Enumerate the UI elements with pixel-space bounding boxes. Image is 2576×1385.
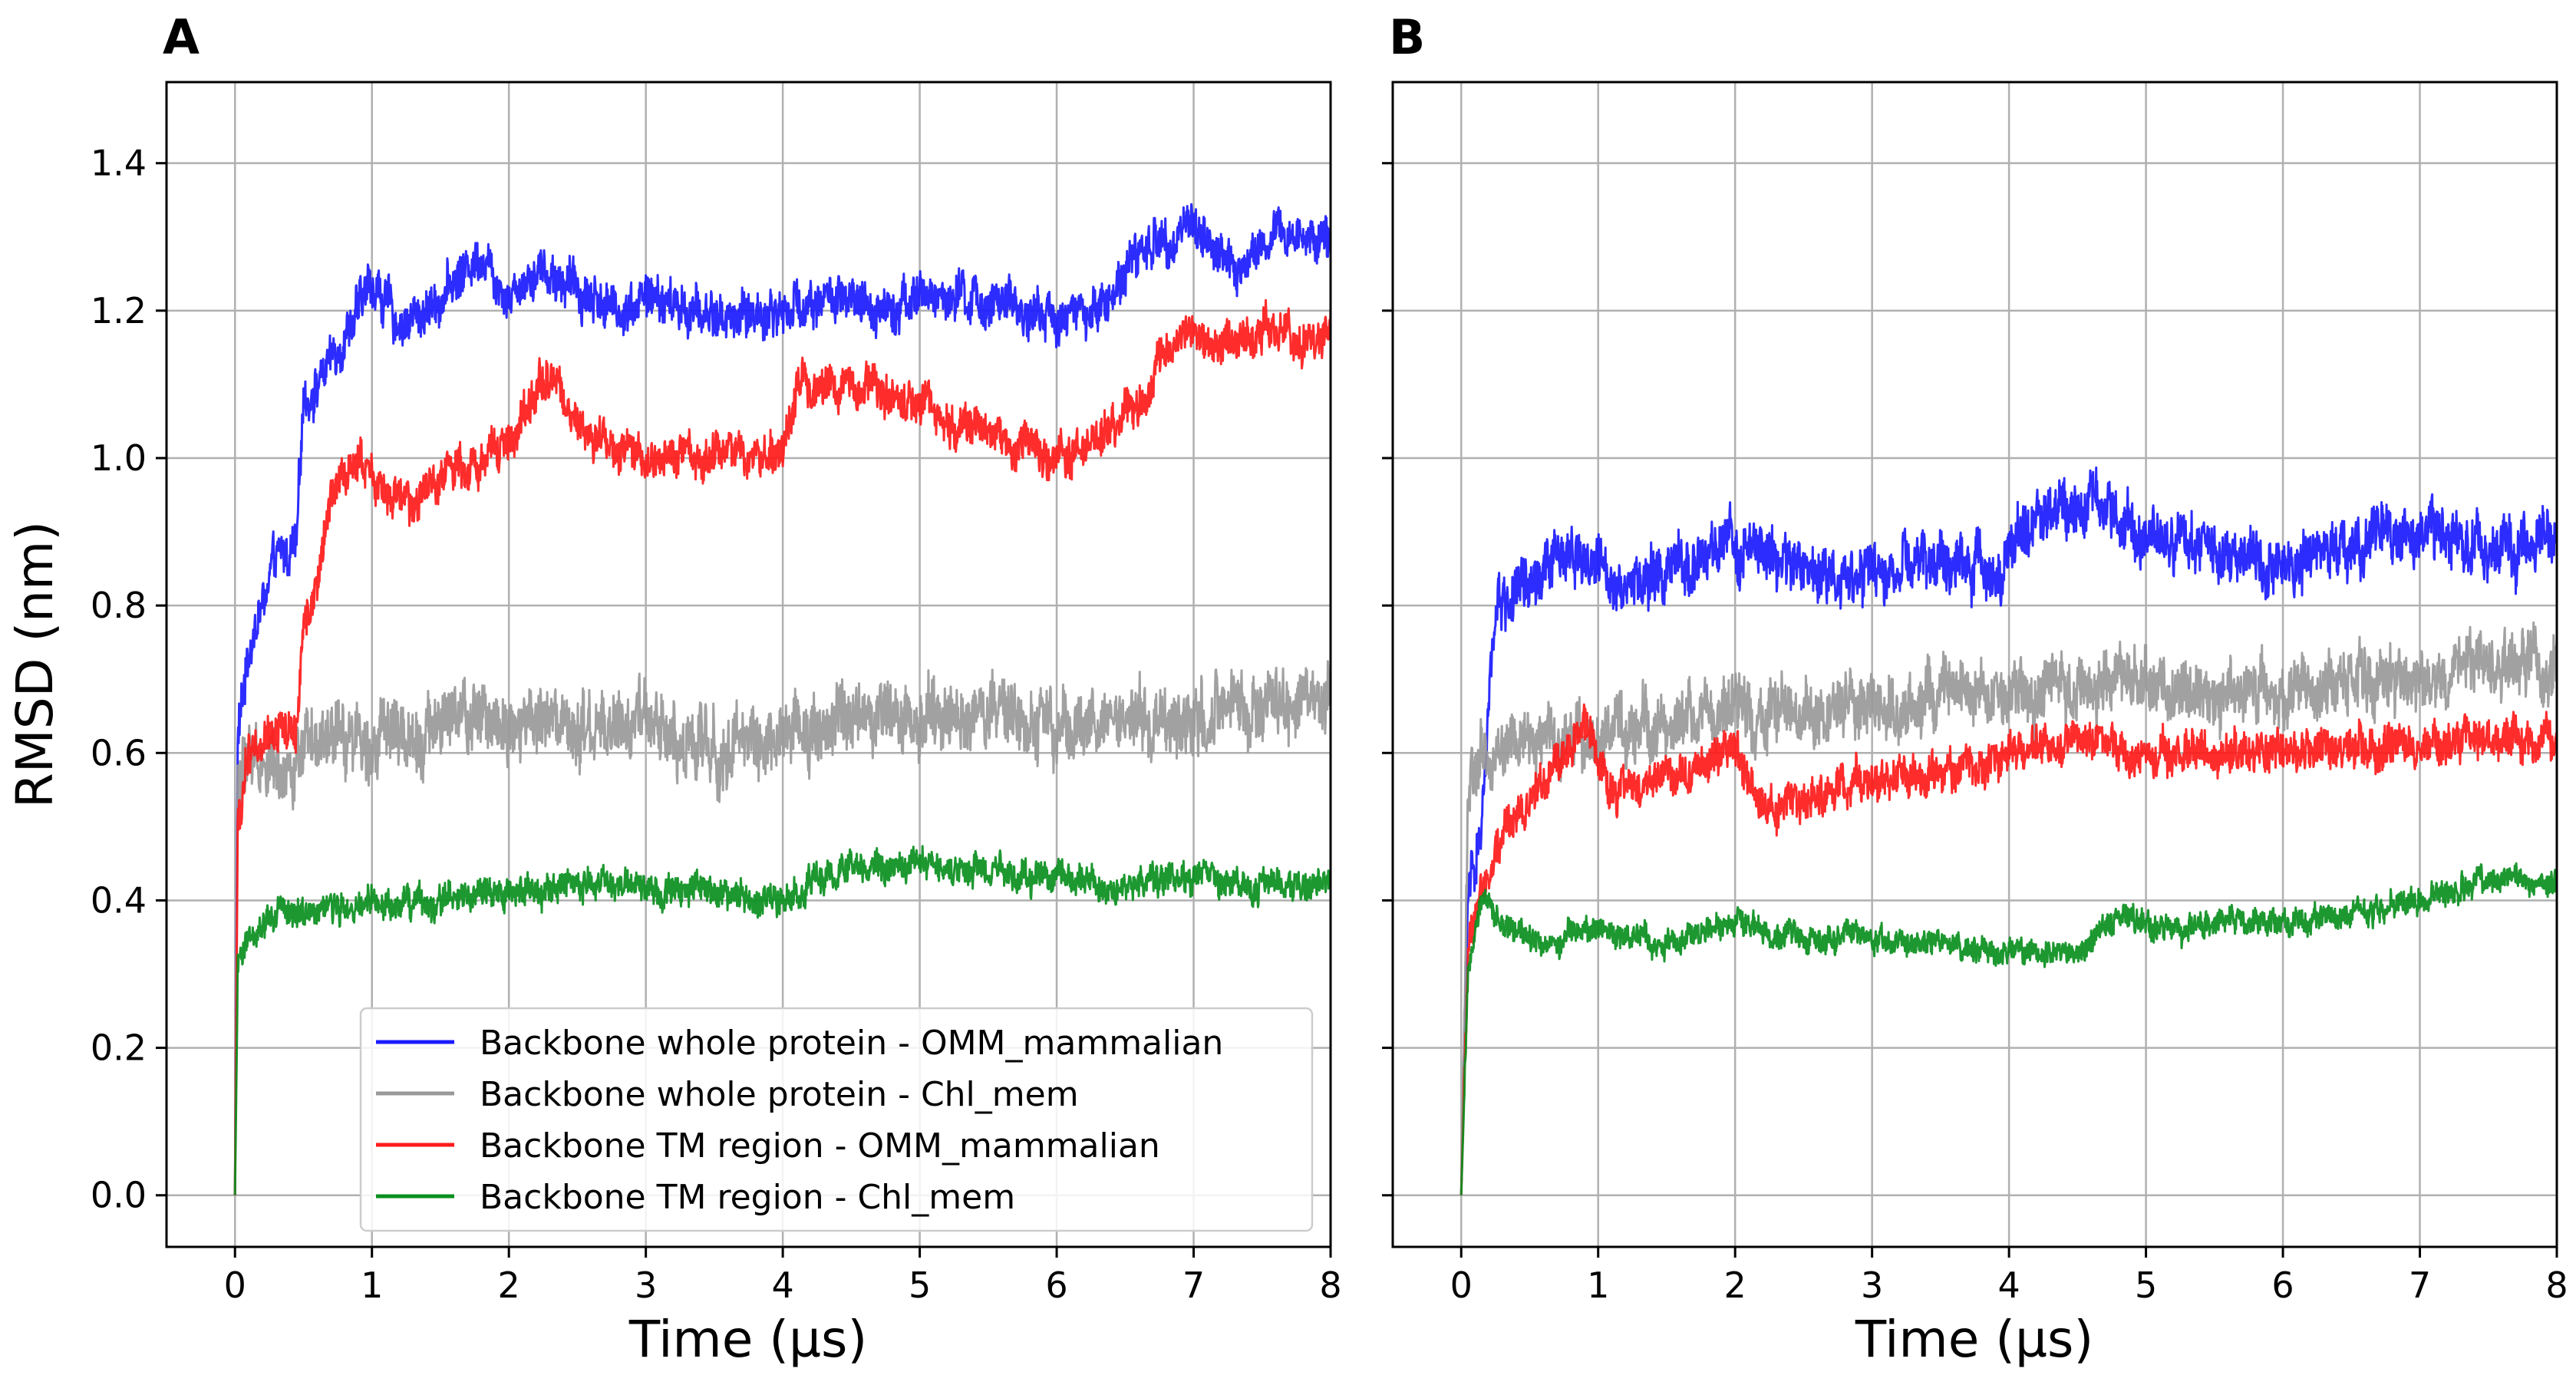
panel-a-x-tick-label: 8 [1319, 1265, 1341, 1306]
panel-b-x-tick-label: 6 [2271, 1265, 2294, 1306]
panel-b-x-tick-label: 3 [1861, 1265, 1883, 1306]
legend-box [359, 1007, 1314, 1232]
legend-label-omm-tm: Backbone TM region - OMM_mammalian [480, 1126, 1160, 1166]
panel-label-a: A [163, 9, 200, 65]
panel-a-y-axis-label: RMSD (nm) [5, 521, 64, 808]
panel-b-series-backbone-tm-region-omm-mammalian [1460, 703, 2558, 1195]
panel-a-series-backbone-tm-region-chl-mem [233, 845, 1331, 1195]
panel-b-x-tick-label: 2 [1724, 1265, 1746, 1306]
panel-b-x-tick-label: 1 [1587, 1265, 1609, 1306]
panel-a-x-tick-label: 6 [1045, 1265, 1067, 1306]
panel-b-series-backbone-tm-region-chl-mem [1460, 862, 2558, 1195]
panel-a-x-tick-label: 0 [224, 1265, 246, 1306]
legend-label-chl-tm: Backbone TM region - Chl_mem [480, 1178, 1015, 1217]
legend-label-omm-whole: Backbone whole protein - OMM_mammalian [480, 1024, 1223, 1063]
panel-a-y-tick-label: 0.8 [91, 585, 147, 626]
panel-a-series-backbone-tm-region-omm-mammalian [233, 298, 1332, 1195]
panel-b-x-tick-label: 8 [2545, 1265, 2568, 1306]
panel-a-y-tick-label: 1.0 [91, 437, 147, 479]
panel-a-y-tick-label: 0.6 [91, 732, 147, 773]
panel-b-x-tick-label: 5 [2135, 1265, 2157, 1306]
legend-label-chl-whole: Backbone whole protein - Chl_mem [480, 1075, 1079, 1114]
panel-a-y-tick-label: 0.2 [91, 1027, 147, 1069]
panel-a-y-tick-label: 0.4 [91, 879, 147, 921]
panel-b-ticks: 0 1 2 3 4 5 6 7 8 [1382, 162, 2568, 1306]
panel-b-x-tick-label: 4 [1997, 1265, 2020, 1306]
panel-a-y-tick-label: 1.2 [91, 290, 147, 331]
panel-b-x-tick-label: 7 [2409, 1265, 2431, 1306]
panel-a: A 0 1 2 3 4 5 6 7 8 0.0 0.2 0.4 0.6 0.8 1.0 1.2 1.4 Time… [5, 9, 1342, 1369]
panel-a-y-tick-label: 1.4 [91, 143, 147, 184]
panel-a-x-tick-label: 7 [1182, 1265, 1205, 1306]
panel-b-x-axis-label: Time (µs) [1855, 1310, 2093, 1369]
panel-b: B 0 1 2 3 4 5 6 7 8 Time (µs) [1382, 9, 2568, 1369]
legend: Backbone whole protein - OMM_mammalian B… [359, 1007, 1314, 1232]
panel-b-series-backbone-whole-protein-omm-mammalian [1460, 466, 2558, 1195]
panel-a-ticks: 0 1 2 3 4 5 6 7 8 0.0 0.2 0.4 0.6 0.8 1.0 1.2 1.4 [91, 143, 1342, 1306]
panel-a-x-tick-label: 5 [909, 1265, 931, 1306]
panel-a-x-axis-label: Time (µs) [628, 1310, 867, 1369]
panel-a-series-backbone-whole-protein-omm-mammalian [233, 203, 1332, 1195]
panel-b-x-tick-label: 0 [1450, 1265, 1473, 1306]
panel-label-b: B [1389, 9, 1425, 65]
panel-b-series [1460, 466, 2558, 1195]
panel-a-y-tick-label: 0.0 [91, 1175, 147, 1216]
panel-b-frame [1391, 81, 2558, 1248]
panel-a-x-tick-label: 1 [361, 1265, 383, 1306]
panel-a-series-backbone-whole-protein-chl-mem [233, 660, 1332, 1195]
panel-a-x-tick-label: 4 [771, 1265, 793, 1306]
panel-a-frame [165, 81, 1332, 1248]
panel-b-series-backbone-whole-protein-chl-mem [1460, 621, 2558, 1195]
panel-a-x-tick-label: 3 [635, 1265, 657, 1306]
panel-a-series [233, 203, 1332, 1195]
panel-a-x-tick-label: 2 [498, 1265, 520, 1306]
